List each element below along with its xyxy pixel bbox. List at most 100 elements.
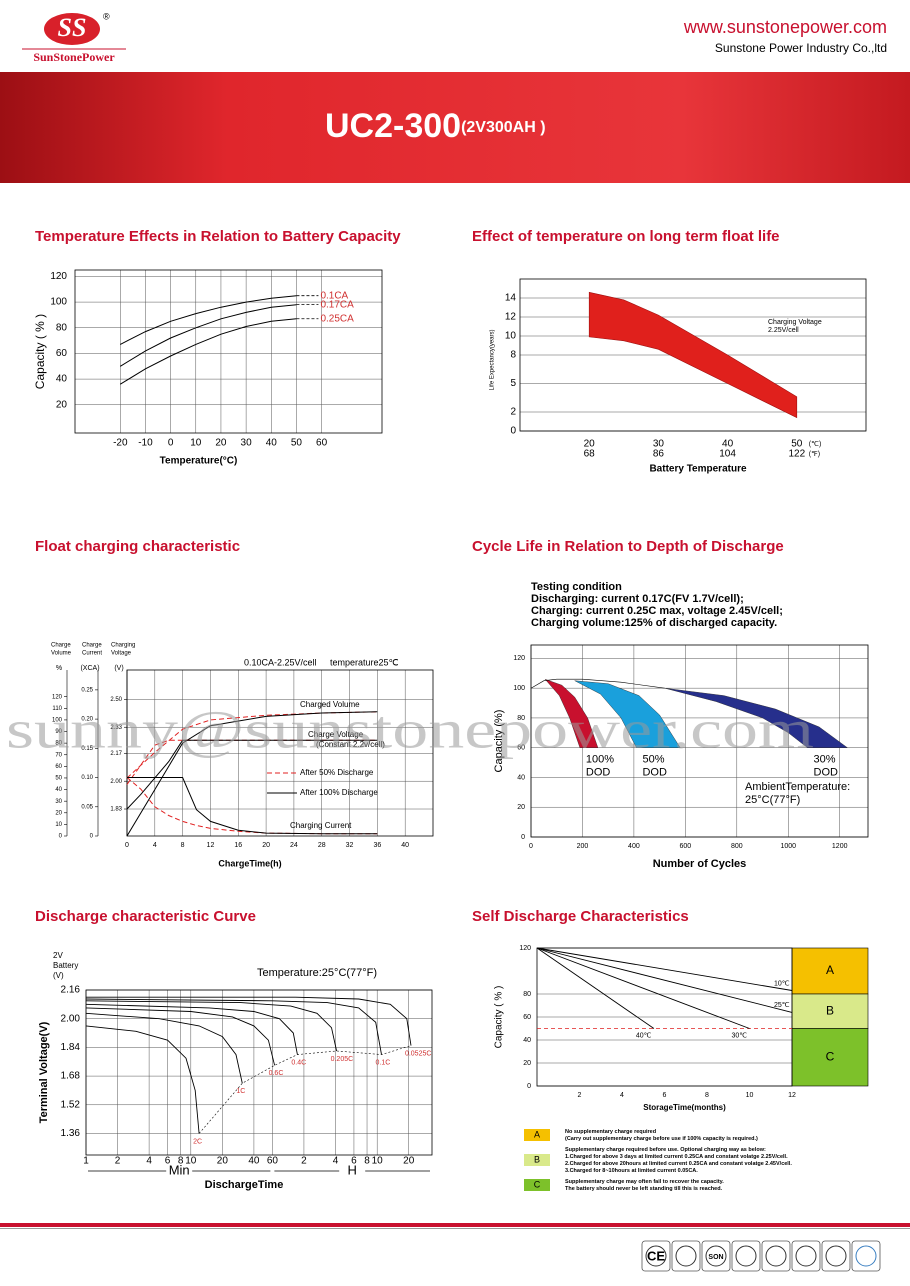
series-label: 0.25CA xyxy=(320,313,354,324)
y-tick-label: 40 xyxy=(517,774,525,781)
discharge-curve xyxy=(85,1003,298,1055)
charge-curve xyxy=(126,739,378,785)
dod-region xyxy=(664,688,849,748)
plot-frame xyxy=(519,278,867,432)
y-tick-label: 14 xyxy=(505,293,517,304)
banner xyxy=(0,72,910,183)
brand: SunStonePower xyxy=(33,50,115,64)
x-tick-label: 1200 xyxy=(832,843,848,850)
rate-label: 0.0525C xyxy=(405,1050,431,1057)
y-axis-label: Terminal Voltage(V) xyxy=(38,1021,50,1123)
y-tick-label: 70 xyxy=(55,752,62,758)
x-tick-label: 40 xyxy=(722,439,734,450)
temp-label: 40℃ xyxy=(636,1032,652,1039)
y-tick-label: 40 xyxy=(56,374,68,385)
section-title: Cycle Life in Relation to Depth of Disch… xyxy=(472,538,784,555)
annotation: 2.25V/cell xyxy=(768,327,799,334)
range-label-bg xyxy=(166,1165,193,1177)
curve-label: Charging Current xyxy=(290,821,352,830)
discharge-curve xyxy=(85,1000,338,1052)
section-title: Self Discharge Characteristics xyxy=(472,908,689,925)
temp-label: 25℃ xyxy=(774,1002,790,1009)
x-tick-label: 1 xyxy=(83,1156,89,1167)
legend-label: After 50% Discharge xyxy=(300,768,374,777)
discharge-curve xyxy=(85,1007,276,1066)
footer-rule xyxy=(0,1223,910,1227)
line-series xyxy=(120,318,297,385)
discharge-curve xyxy=(85,998,382,1055)
y-tick-label: 1.84 xyxy=(61,1042,81,1053)
y-tick-label: 0 xyxy=(527,1083,531,1090)
x-tick-label: 200 xyxy=(577,843,589,850)
self-discharge-line xyxy=(536,947,793,1013)
x-tick-label: 600 xyxy=(680,843,692,850)
x-tick-label: 10 xyxy=(372,1156,384,1167)
dod-label: DOD xyxy=(642,767,667,779)
x-tick-label: 8 xyxy=(181,842,185,849)
y-tick-label: 2.16 xyxy=(61,985,81,996)
line-series xyxy=(120,304,297,367)
x-tick-label: 8 xyxy=(705,1092,709,1099)
x-tick-label: 20 xyxy=(584,439,596,450)
y-tick-label: 80 xyxy=(56,322,68,333)
y-tick-label: 10 xyxy=(505,331,517,342)
charge-curve xyxy=(126,739,378,810)
cert-seal xyxy=(765,1245,787,1267)
x-tick-label: 20 xyxy=(217,1156,229,1167)
rate-label: 0.6C xyxy=(269,1070,284,1077)
rate-label: 0.205C xyxy=(331,1056,354,1063)
x-tick-label: 0 xyxy=(168,438,174,449)
model-spec: (2V300AH ) xyxy=(461,119,545,136)
y-tick-label: 1.83 xyxy=(110,807,122,813)
x-tick-label: -10 xyxy=(138,438,153,449)
y-tick-label: 90 xyxy=(55,729,62,735)
y-tick-label: 5 xyxy=(510,378,516,389)
x-tick-label: 12 xyxy=(788,1092,796,1099)
cert-seal xyxy=(795,1245,817,1267)
y-tick-label: 80 xyxy=(517,715,525,722)
note-text: (Carry out supplementary charge before u… xyxy=(565,1136,758,1142)
y-header: Battery xyxy=(53,961,78,970)
plot-frame xyxy=(530,644,869,838)
model-title: UC2-300(2V300AH ) xyxy=(325,107,546,145)
logo: SS ® SunStonePower xyxy=(22,11,126,64)
cert-seal xyxy=(825,1245,847,1267)
temp-label: 30℃ xyxy=(732,1032,748,1039)
charge-curve xyxy=(126,777,378,835)
section-title: Temperature Effects in Relation to Batte… xyxy=(35,228,401,245)
note-text: Supplementary charge may often fail to r… xyxy=(565,1179,724,1185)
y-tick-label: 110 xyxy=(52,706,62,712)
y-tick-label: 0.15 xyxy=(81,746,93,752)
x-tick-label: 6 xyxy=(351,1156,357,1167)
cert-seal xyxy=(735,1245,757,1267)
rate-label: 0.1C xyxy=(376,1059,391,1066)
rate-label: 0.4C xyxy=(291,1059,306,1066)
x-tick-label: 6 xyxy=(663,1092,667,1099)
life-band xyxy=(588,291,798,419)
cert-label: SON xyxy=(708,1254,723,1261)
y-tick-label: 20 xyxy=(56,399,68,410)
annotation: temperature25℃ xyxy=(330,657,399,667)
annotation: 0.10CA-2.25V/cell xyxy=(244,657,317,667)
x-tick-label: 16 xyxy=(234,842,242,849)
test-condition: Testing condition xyxy=(531,581,622,593)
test-condition: Charging: current 0.25C max, voltage 2.4… xyxy=(531,605,783,617)
y-tick-label: 0.10 xyxy=(81,775,93,781)
dod-label: DOD xyxy=(814,767,839,779)
y-tick-label: 80 xyxy=(523,991,531,998)
y-tick-label: 2.50 xyxy=(110,697,122,703)
note-text: 1.Charged for above 3 days at limited cu… xyxy=(565,1154,788,1160)
self-discharge-line xyxy=(536,947,655,1029)
zone xyxy=(791,993,869,1029)
x-tick-label: 10 xyxy=(190,438,202,449)
footer-rule-thin xyxy=(0,1228,910,1229)
y-tick-label: 0.25 xyxy=(81,687,93,693)
x-tick-label: 50 xyxy=(291,438,303,449)
x-unit: (℉) xyxy=(809,451,820,458)
x-tick-label: 800 xyxy=(731,843,743,850)
note-text: Supplementary charge required before use… xyxy=(565,1147,766,1153)
y-tick-label: 1.52 xyxy=(61,1099,81,1110)
note-text: 2.Charged for above 20hours at limited c… xyxy=(565,1161,792,1167)
axis-unit: (XCA) xyxy=(80,665,99,672)
y-tick-label: 0 xyxy=(510,426,516,437)
